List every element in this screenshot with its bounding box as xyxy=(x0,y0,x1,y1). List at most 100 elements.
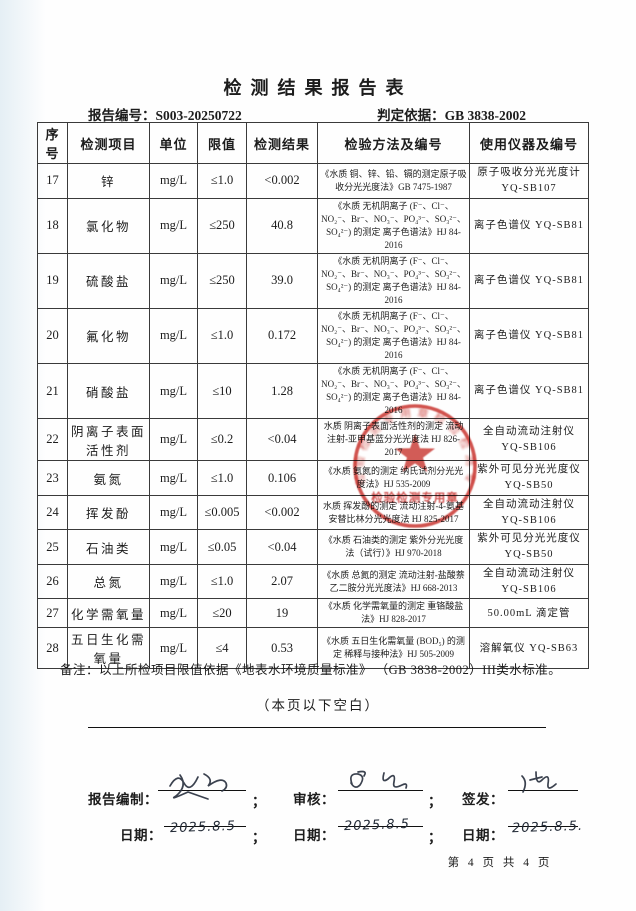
cell-instrument: 离子色谱仪 YQ-SB81 xyxy=(469,363,589,420)
cell-no: 24 xyxy=(37,494,68,531)
cell-item: 氟化物 xyxy=(67,307,150,365)
cell-no: 20 xyxy=(37,307,68,365)
cell-item: 总氮 xyxy=(67,563,150,600)
judgment-basis: 判定依据：GB 3838-2002 xyxy=(377,104,526,124)
cell-unit: mg/L xyxy=(149,529,198,565)
cell-item: 化学需氧量 xyxy=(67,598,150,629)
cell-limit: ≤0.05 xyxy=(197,529,247,565)
cell-result: 40.8 xyxy=(246,197,318,254)
col-header-no: 序号 xyxy=(37,122,68,164)
cell-unit: mg/L xyxy=(149,418,198,462)
cell-limit: ≤1.0 xyxy=(197,460,247,496)
cell-no: 25 xyxy=(37,529,68,565)
cell-no: 26 xyxy=(37,563,68,600)
cell-method: 《水质 石油类的测定 紫外分光光度法（试行）》HJ 970-2018 xyxy=(317,529,470,565)
cell-unit: mg/L xyxy=(149,563,198,600)
cell-method: 《水质 五日生化需氧量 (BOD₅) 的测定 稀释与接种法》HJ 505-200… xyxy=(317,627,470,670)
cell-item: 挥发酚 xyxy=(67,494,150,531)
cell-instrument: 全自动流动注射仪 YQ-SB106 xyxy=(469,563,589,600)
cell-no: 28 xyxy=(37,627,68,670)
report-info-row: 报告编号：S003-20250722 判定依据：GB 3838-2002 xyxy=(88,104,526,124)
preparer-date-line xyxy=(164,808,246,827)
cell-no: 21 xyxy=(37,363,68,420)
cell-method: 水质 挥发酚的测定 流动注射-4-氨基安替比林分光光度法 HJ 825-2017 xyxy=(317,494,470,531)
cell-no: 18 xyxy=(37,197,68,254)
issuer-date-value: 2025.8.5. xyxy=(511,818,584,837)
col-header-instrument: 使用仪器及编号 xyxy=(469,122,589,164)
cell-item: 锌 xyxy=(67,163,150,199)
cell-item: 氯化物 xyxy=(67,197,150,254)
cell-instrument: 离子色谱仪 YQ-SB81 xyxy=(469,197,589,254)
cell-unit: mg/L xyxy=(149,494,198,531)
cell-unit: mg/L xyxy=(149,307,198,365)
col-header-item: 检测项目 xyxy=(67,122,150,164)
semicolon-1: ； xyxy=(252,794,266,809)
cell-limit: ≤0.2 xyxy=(197,418,247,462)
cell-unit: mg/L xyxy=(149,598,198,629)
cell-method: 《水质 化学需氧量的测定 重铬酸盐法》HJ 828-2017 xyxy=(317,598,470,629)
results-table: 序号 检测项目 单位 限值 检测结果 检验方法及编号 使用仪器及编号 17 锌 … xyxy=(37,122,589,670)
cell-unit: mg/L xyxy=(149,460,198,496)
cell-result: 39.0 xyxy=(246,252,318,309)
table-row: 28 五日生化需氧量 mg/L ≤4 0.53 《水质 五日生化需氧量 (BOD… xyxy=(37,627,589,670)
reviewer-label: 审核： xyxy=(293,792,335,807)
reviewer-signature xyxy=(350,770,408,789)
cell-limit: ≤10 xyxy=(197,363,247,420)
cell-method: 《水质 无机阴离子 (F⁻、Cl⁻、NO₂⁻、Br⁻、NO₃⁻、PO₄³⁻、SO… xyxy=(317,307,470,365)
cell-result: <0.04 xyxy=(246,529,318,565)
table-row: 22 阴离子表面活性剂 mg/L ≤0.2 <0.04 水质 阴离子表面活性剂的… xyxy=(37,418,589,462)
cell-instrument: 原子吸收分光光度计 YQ-SB107 xyxy=(469,163,589,199)
cell-item: 硝酸盐 xyxy=(67,363,150,420)
cell-no: 17 xyxy=(37,163,68,199)
cell-no: 22 xyxy=(37,418,68,462)
cell-instrument: 全自动流动注射仪 YQ-SB106 xyxy=(469,494,589,531)
cell-no: 19 xyxy=(37,252,68,309)
report-number: 报告编号：S003-20250722 xyxy=(88,104,242,124)
preparer-signature-line xyxy=(158,772,246,791)
col-header-unit: 单位 xyxy=(149,122,198,164)
cell-method: 《水质 氨氮的测定 纳氏试剂分光光度法》HJ 535-2009 xyxy=(317,460,470,496)
judgment-basis-label: 判定依据： xyxy=(377,108,445,123)
report-number-label: 报告编号： xyxy=(88,108,156,123)
cell-item: 石油类 xyxy=(67,529,150,565)
blank-below-notice: （本页以下空白） xyxy=(256,698,380,713)
col-header-limit: 限值 xyxy=(197,122,247,164)
issuer-date-label: 日期： xyxy=(462,828,504,843)
cell-limit: ≤1.0 xyxy=(197,307,247,365)
preparer-signature xyxy=(169,773,228,800)
table-body: 17 锌 mg/L ≤1.0 <0.002 《水质 铜、锌、铅、镉的测定原子吸收… xyxy=(37,163,589,670)
issuer-signature-line xyxy=(508,772,578,791)
semicolon-4: ； xyxy=(428,830,442,845)
cell-result: 0.53 xyxy=(246,627,318,670)
cell-unit: mg/L xyxy=(149,363,198,420)
issuer-signature xyxy=(521,771,557,793)
cell-method: 《水质 无机阴离子 (F⁻、Cl⁻、NO₂⁻、Br⁻、NO₃⁻、PO₄³⁻、SO… xyxy=(317,197,470,254)
cell-item: 氨氮 xyxy=(67,460,150,496)
issuer-date-line xyxy=(508,808,578,827)
table-row: 17 锌 mg/L ≤1.0 <0.002 《水质 铜、锌、铅、镉的测定原子吸收… xyxy=(37,163,589,199)
judgment-basis-value: GB 3838-2002 xyxy=(444,108,526,123)
cell-instrument: 全自动流动注射仪 YQ-SB106 xyxy=(469,418,589,462)
col-header-result: 检测结果 xyxy=(246,122,318,164)
cell-item: 硫酸盐 xyxy=(67,252,150,309)
cell-result: <0.04 xyxy=(246,418,318,462)
cell-instrument: 离子色谱仪 YQ-SB81 xyxy=(469,252,589,309)
reviewer-date-label: 日期： xyxy=(293,828,335,843)
cell-limit: ≤250 xyxy=(197,197,247,254)
cell-result: 1.28 xyxy=(246,363,318,420)
cell-instrument: 50.00mL 滴定管 xyxy=(469,598,589,629)
table-row: 19 硫酸盐 mg/L ≤250 39.0 《水质 无机阴离子 (F⁻、Cl⁻、… xyxy=(37,252,589,309)
page-number: 第 4 页 共 4 页 xyxy=(447,857,553,869)
footer-divider xyxy=(88,727,546,728)
cell-no: 23 xyxy=(37,460,68,496)
table-row: 23 氨氮 mg/L ≤1.0 0.106 《水质 氨氮的测定 纳氏试剂分光光度… xyxy=(37,460,589,496)
cell-method: 《水质 铜、锌、铅、镉的测定原子吸收分光光度法》GB 7475-1987 xyxy=(317,163,470,199)
table-row: 24 挥发酚 mg/L ≤0.005 <0.002 水质 挥发酚的测定 流动注射… xyxy=(37,494,589,531)
cell-result: <0.002 xyxy=(246,494,318,531)
cell-item: 五日生化需氧量 xyxy=(67,627,150,670)
note-line: 备注：以上所检项目限值依据《地表水环境质量标准》 （GB 3838-2002）I… xyxy=(60,663,562,677)
cell-instrument: 紫外可见分光光度仪 YQ-SB50 xyxy=(469,529,589,565)
reviewer-signature-line xyxy=(338,772,423,791)
semicolon-2: ； xyxy=(428,794,442,809)
